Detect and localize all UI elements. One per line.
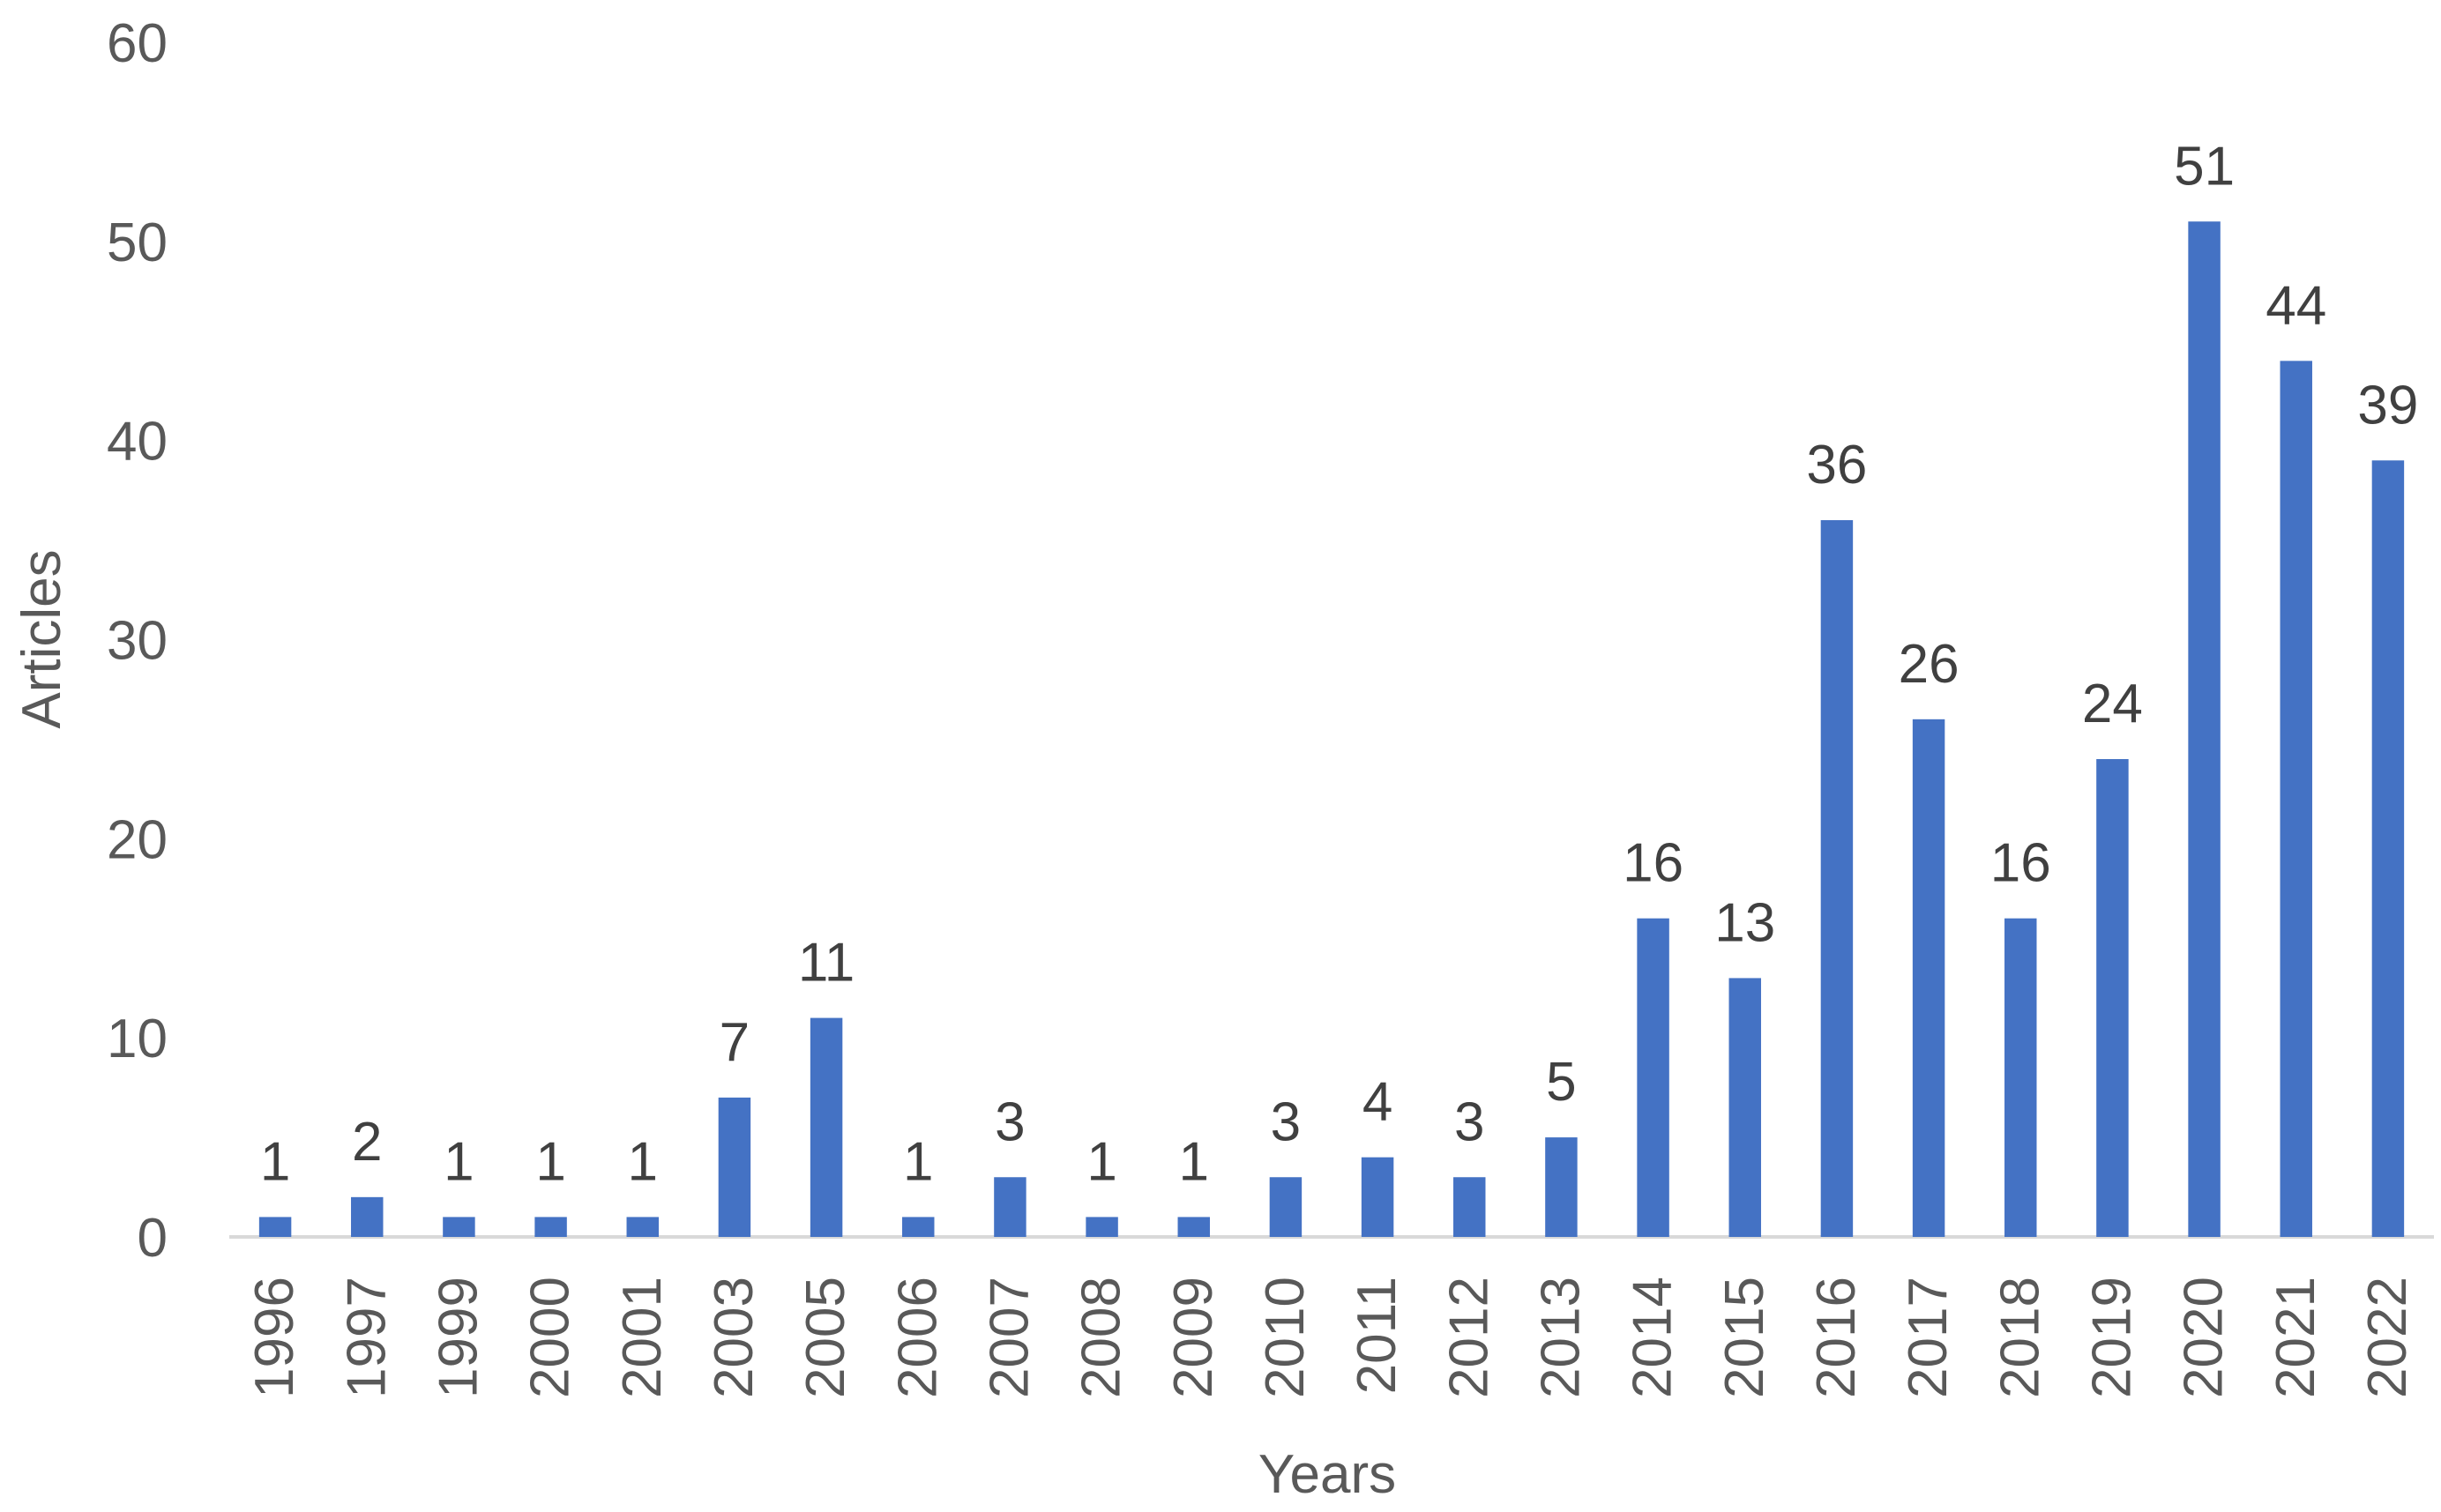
data-label: 11 bbox=[798, 933, 855, 994]
bars bbox=[258, 221, 2405, 1237]
data-label: 5 bbox=[1546, 1052, 1576, 1113]
x-tick-label: 2022 bbox=[2357, 1277, 2418, 1398]
x-tick-label: 2003 bbox=[704, 1277, 765, 1398]
y-tick-label: 20 bbox=[107, 809, 168, 870]
data-label: 1 bbox=[1179, 1131, 1209, 1192]
data-label: 1 bbox=[444, 1131, 474, 1192]
bar bbox=[534, 1217, 567, 1237]
data-label: 39 bbox=[2357, 375, 2418, 436]
x-tick-label: 2005 bbox=[795, 1277, 856, 1398]
x-tick-label: 2016 bbox=[1806, 1277, 1867, 1398]
x-tick-label: 2018 bbox=[1989, 1277, 2050, 1398]
data-label: 3 bbox=[1454, 1091, 1484, 1152]
bar bbox=[902, 1217, 935, 1237]
data-label: 24 bbox=[2082, 674, 2143, 734]
bar bbox=[1545, 1137, 1578, 1237]
data-label: 36 bbox=[1806, 435, 1867, 495]
data-label: 2 bbox=[352, 1112, 382, 1173]
data-label: 1 bbox=[260, 1131, 290, 1192]
data-label: 16 bbox=[1623, 833, 1683, 894]
bar bbox=[2188, 221, 2221, 1237]
data-label: 1 bbox=[535, 1131, 565, 1192]
data-label: 1 bbox=[628, 1131, 658, 1192]
bar bbox=[1820, 520, 1854, 1237]
x-tick-label: 2020 bbox=[2174, 1277, 2235, 1398]
x-tick-label: 2019 bbox=[2081, 1277, 2142, 1398]
bar bbox=[1912, 719, 1945, 1237]
bar bbox=[2371, 460, 2405, 1237]
data-label: 16 bbox=[1990, 833, 2051, 894]
bar bbox=[626, 1217, 659, 1237]
bar bbox=[1269, 1177, 1303, 1237]
bar bbox=[1086, 1217, 1118, 1237]
x-tick-label: 2008 bbox=[1071, 1277, 1132, 1398]
data-label: 26 bbox=[1899, 634, 1960, 695]
bar bbox=[443, 1217, 475, 1237]
bar bbox=[1453, 1177, 1486, 1237]
x-tick-label: 2009 bbox=[1163, 1277, 1224, 1398]
y-tick-label: 0 bbox=[138, 1208, 168, 1269]
x-tick-label: 2014 bbox=[1623, 1277, 1683, 1398]
x-tick-label: 2001 bbox=[612, 1277, 673, 1398]
data-label: 7 bbox=[720, 1012, 750, 1073]
x-tick-label: 2017 bbox=[1898, 1277, 1959, 1398]
data-label: 44 bbox=[2266, 275, 2326, 336]
y-tick-label: 50 bbox=[107, 212, 168, 273]
x-tick-label: 2013 bbox=[1530, 1277, 1591, 1398]
x-tick-label: 1999 bbox=[428, 1277, 489, 1398]
data-label: 4 bbox=[1362, 1072, 1392, 1133]
data-label: 1 bbox=[903, 1131, 933, 1192]
bar bbox=[1361, 1157, 1394, 1237]
y-tick-label: 30 bbox=[107, 611, 168, 672]
bar bbox=[1728, 978, 1761, 1237]
data-label: 51 bbox=[2174, 136, 2235, 197]
x-tick-label: 2012 bbox=[1438, 1277, 1499, 1398]
x-tick-label: 2015 bbox=[1714, 1277, 1775, 1398]
x-axis-title: Years bbox=[1258, 1444, 1396, 1505]
data-label: 1 bbox=[1086, 1131, 1116, 1192]
x-tick-label: 2011 bbox=[1347, 1277, 1407, 1394]
y-tick-label: 40 bbox=[107, 412, 168, 473]
bar bbox=[1177, 1217, 1210, 1237]
y-axis-ticks: 0 10 20 30 40 50 60 bbox=[107, 13, 168, 1269]
x-tick-label: 2000 bbox=[520, 1277, 581, 1398]
bar bbox=[1637, 918, 1669, 1237]
x-tick-label: 2021 bbox=[2266, 1277, 2326, 1398]
bar bbox=[2004, 918, 2037, 1237]
bar bbox=[2096, 759, 2129, 1237]
bar bbox=[718, 1097, 751, 1237]
y-tick-label: 10 bbox=[107, 1009, 168, 1069]
x-axis-ticks: 1996 1997 1999 2000 2001 2003 2005 2006 2007 2008… bbox=[244, 1277, 2418, 1398]
y-axis-title: Articles bbox=[11, 549, 72, 728]
bar bbox=[810, 1017, 843, 1237]
x-tick-label: 1997 bbox=[336, 1277, 397, 1398]
data-label: 3 bbox=[995, 1091, 1025, 1152]
x-tick-label: 1996 bbox=[244, 1277, 305, 1398]
data-label: 3 bbox=[1271, 1091, 1301, 1152]
x-tick-label: 2010 bbox=[1255, 1277, 1316, 1398]
bar bbox=[258, 1217, 292, 1237]
y-tick-label: 60 bbox=[107, 13, 168, 74]
bar bbox=[2280, 361, 2312, 1237]
bar bbox=[351, 1196, 384, 1237]
x-tick-label: 2006 bbox=[887, 1277, 948, 1398]
data-label: 13 bbox=[1714, 892, 1775, 953]
bar bbox=[994, 1177, 1026, 1237]
x-tick-label: 2007 bbox=[979, 1277, 1040, 1398]
